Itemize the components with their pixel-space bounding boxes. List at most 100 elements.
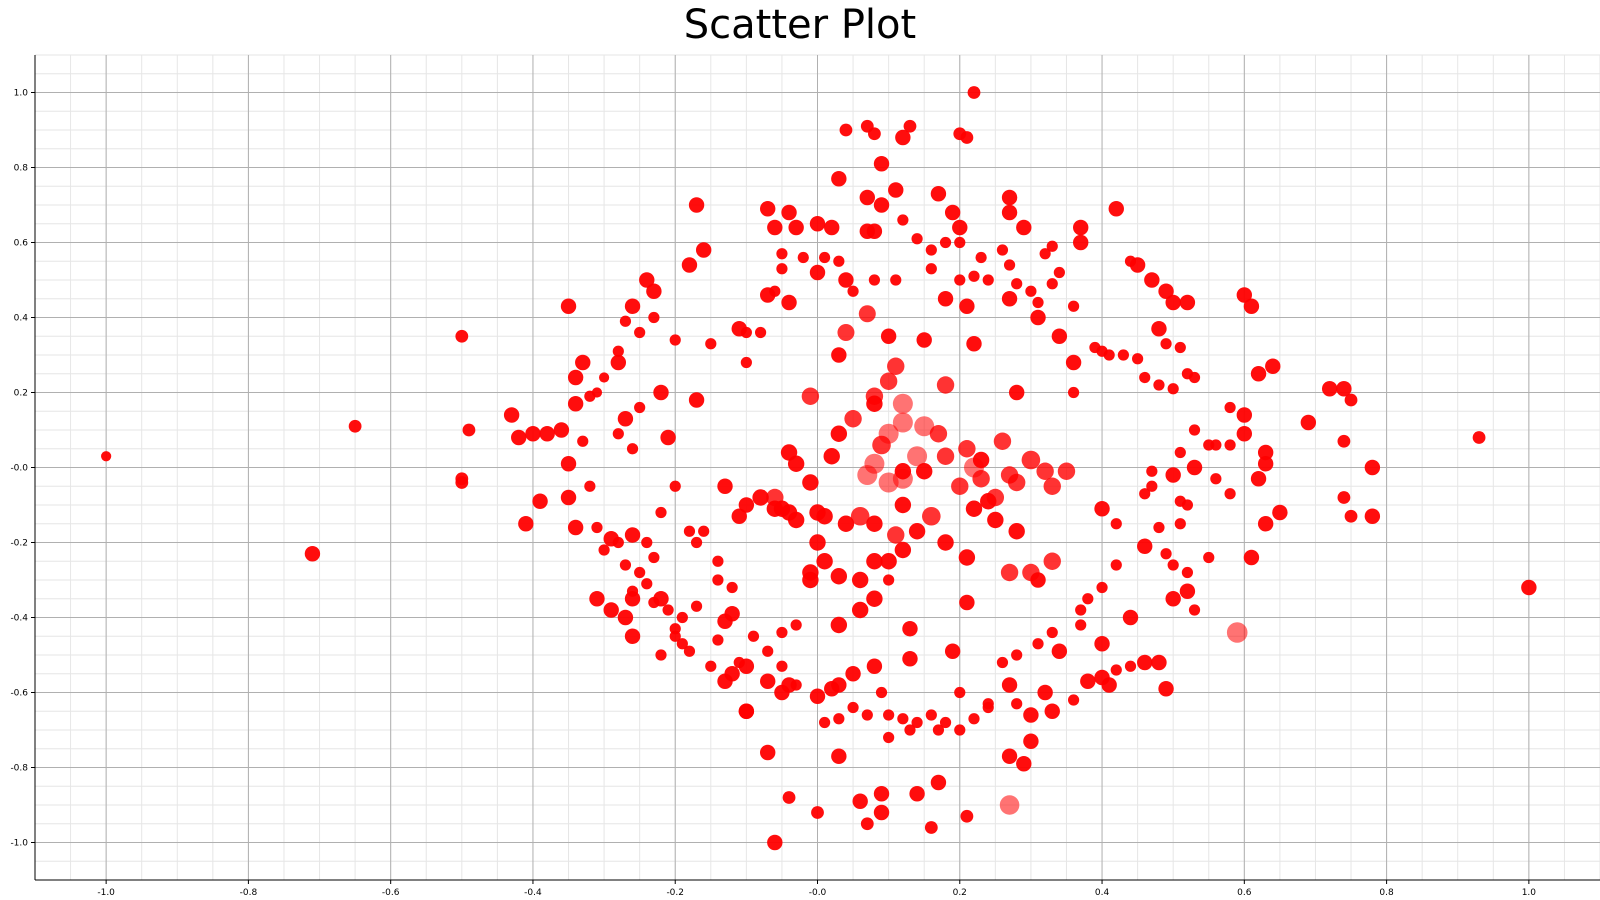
scatter-point <box>1032 638 1044 650</box>
scatter-point <box>760 744 776 761</box>
scatter-point <box>850 506 870 526</box>
scatter-point <box>1165 294 1181 311</box>
scatter-point <box>1203 551 1215 564</box>
scatter-point <box>1472 431 1486 444</box>
scatter-point <box>1158 283 1174 299</box>
scatter-point <box>1188 604 1201 616</box>
y-tick-label: -0.4 <box>10 614 28 624</box>
scatter-point <box>626 585 639 597</box>
y-tick-label: 0.6 <box>14 239 29 249</box>
scatter-point <box>1521 579 1537 596</box>
scatter-point <box>1174 446 1186 459</box>
scatter-point <box>705 660 717 672</box>
scatter-point <box>577 435 589 447</box>
scatter-point <box>525 426 541 442</box>
scatter-point <box>897 713 909 725</box>
scatter-point <box>954 686 966 699</box>
scatter-point <box>1067 300 1080 312</box>
scatter-point <box>1117 349 1129 361</box>
scatter-point <box>833 713 845 725</box>
scatter-point <box>802 564 819 581</box>
scatter-point <box>584 390 596 402</box>
scatter-point <box>982 274 994 286</box>
scatter-point <box>698 525 710 537</box>
scatter-point <box>1001 677 1018 693</box>
scatter-point <box>902 621 918 637</box>
scatter-point <box>660 429 676 446</box>
scatter-point <box>1179 583 1196 599</box>
scatter-point <box>1300 414 1317 431</box>
data-points <box>101 86 1537 851</box>
scatter-point <box>802 474 819 491</box>
x-tick-label: 0.8 <box>1379 888 1394 898</box>
scatter-point <box>1021 450 1041 470</box>
scatter-point <box>1174 341 1186 354</box>
scatter-point <box>567 519 584 536</box>
scatter-point <box>1337 491 1351 504</box>
scatter-point <box>922 506 941 526</box>
scatter-point <box>738 703 755 719</box>
scatter-point <box>717 478 733 494</box>
scatter-point <box>712 634 724 646</box>
scatter-point <box>1122 609 1139 626</box>
scatter-point <box>904 724 916 736</box>
scatter-point <box>769 285 781 297</box>
scatter-point <box>880 328 897 344</box>
scatter-point <box>539 426 555 442</box>
scatter-point <box>1046 626 1058 639</box>
scatter-point <box>894 463 912 480</box>
scatter-point <box>1210 439 1222 451</box>
scatter-point <box>833 255 845 267</box>
scatter-point <box>1110 559 1122 571</box>
scatter-point <box>1011 278 1023 290</box>
scatter-point <box>895 129 911 146</box>
scatter-point <box>819 251 831 264</box>
scatter-point <box>733 656 745 669</box>
y-tick-label: -1.0 <box>10 839 28 849</box>
scatter-point <box>982 698 994 710</box>
scatter-point <box>929 425 948 443</box>
scatter-point <box>887 357 905 375</box>
scatter-point <box>872 435 891 455</box>
scatter-point <box>975 251 987 264</box>
scatter-point <box>1250 471 1267 487</box>
scatter-point <box>455 476 469 489</box>
scatter-point <box>1001 291 1018 307</box>
scatter-point <box>866 590 883 607</box>
scatter-point <box>936 376 955 394</box>
scatter-point <box>1046 278 1058 290</box>
y-tick-label: -0.0 <box>10 464 28 474</box>
scatter-point <box>1016 756 1032 772</box>
scatter-point <box>462 423 476 437</box>
scatter-point <box>883 574 895 586</box>
scatter-point <box>648 311 660 324</box>
scatter-point <box>1067 694 1080 706</box>
y-tick-label: -0.6 <box>10 689 28 699</box>
scatter-point <box>1160 338 1172 350</box>
scatter-point <box>304 546 321 562</box>
scatter-point <box>1137 654 1153 671</box>
scatter-point <box>894 496 912 514</box>
scatter-point <box>903 119 917 133</box>
scatter-point <box>830 568 848 585</box>
scatter-point <box>1067 386 1080 399</box>
scatter-point <box>972 451 990 469</box>
scatter-point <box>1075 619 1087 631</box>
scatter-point <box>648 551 660 564</box>
scatter-point <box>1094 636 1110 652</box>
scatter-point <box>766 500 784 517</box>
scatter-point <box>944 204 961 221</box>
scatter-point <box>634 566 646 579</box>
scatter-point <box>669 480 681 492</box>
scatter-point <box>503 407 520 423</box>
scatter-point <box>560 456 577 472</box>
scatter-point <box>1036 462 1054 480</box>
scatter-point <box>860 817 874 831</box>
x-tick-label: -0.2 <box>666 888 684 898</box>
scatter-point <box>809 216 826 232</box>
scatter-point <box>972 470 990 488</box>
scatter-point <box>1129 257 1146 273</box>
scatter-point <box>858 305 876 323</box>
scatter-point <box>1051 328 1068 344</box>
